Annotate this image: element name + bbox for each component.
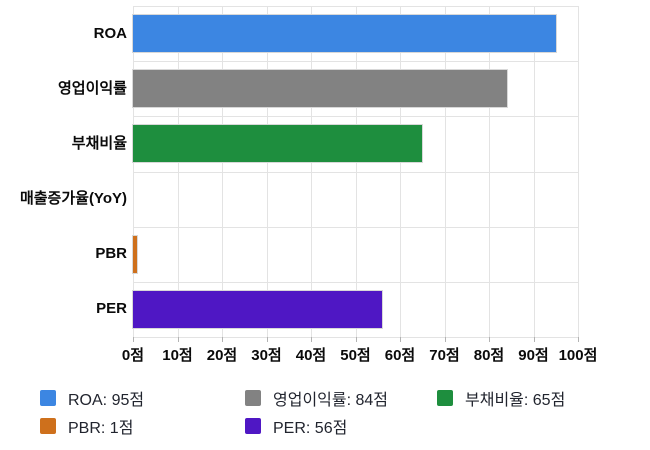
legend-item: ROA: 95점 bbox=[40, 387, 245, 409]
axis-tick bbox=[177, 337, 179, 342]
grid-vline bbox=[177, 6, 179, 337]
grid-hline bbox=[133, 6, 578, 7]
x-tick-label: 30점 bbox=[251, 347, 282, 364]
legend-label: PER: 56점 bbox=[273, 419, 348, 437]
grid-hline bbox=[133, 227, 578, 228]
y-axis-label: 영업이익률 bbox=[57, 80, 127, 97]
legend-swatch bbox=[40, 417, 56, 434]
legend-swatch bbox=[40, 389, 56, 406]
legend-item: 부채비율: 65점 bbox=[437, 387, 566, 409]
x-tick-label: 80점 bbox=[473, 347, 505, 364]
bar-5 bbox=[133, 236, 137, 273]
legend-label: 영업이익률: 84점 bbox=[273, 391, 389, 409]
axis-tick bbox=[578, 337, 579, 342]
x-tick-label: 50점 bbox=[340, 347, 371, 364]
y-axis-label: 부채비율 bbox=[71, 135, 127, 152]
legend-swatch bbox=[245, 417, 261, 434]
grid-hline bbox=[133, 61, 578, 62]
legend-label: 부채비율: 65점 bbox=[465, 391, 566, 409]
grid-hline bbox=[133, 116, 578, 117]
x-tick-label: 60점 bbox=[384, 347, 416, 364]
grid-hline bbox=[133, 172, 578, 173]
axis-tick bbox=[266, 337, 268, 342]
legend-item: 영업이익률: 84점 bbox=[245, 387, 437, 409]
bar-1 bbox=[133, 15, 556, 52]
grid-vline bbox=[578, 6, 579, 337]
axis-tick bbox=[444, 337, 446, 342]
bar-2 bbox=[133, 70, 507, 107]
x-tick-label: 20점 bbox=[206, 347, 238, 364]
grid-vline bbox=[489, 6, 490, 337]
legend-label: ROA: 95점 bbox=[68, 391, 145, 409]
y-axis-label: PER bbox=[96, 300, 127, 317]
grid-vline bbox=[266, 6, 268, 337]
axis-tick bbox=[355, 337, 357, 342]
bar-3 bbox=[133, 125, 422, 162]
grid-vline bbox=[533, 6, 535, 337]
legend-swatch bbox=[437, 389, 453, 406]
x-tick-label: 10점 bbox=[162, 347, 193, 364]
axis-tick bbox=[400, 337, 401, 342]
legend-item: PBR: 1점 bbox=[40, 415, 245, 437]
axis-tick bbox=[489, 337, 490, 342]
grid-vline bbox=[400, 6, 401, 337]
legend: ROA: 95점 영업이익률: 84점 부채비율: 65점 PBR: 1점 PER: 5… bbox=[40, 387, 566, 437]
x-tick-label: 70점 bbox=[429, 347, 460, 364]
x-tick-label: 0점 bbox=[121, 347, 145, 364]
grid-vline bbox=[133, 6, 134, 337]
bar-6 bbox=[133, 291, 382, 328]
axis-tick bbox=[222, 337, 223, 342]
y-axis-label: 매출증가율(YoY) bbox=[19, 190, 127, 207]
axis-tick bbox=[533, 337, 535, 342]
plot-area bbox=[133, 6, 579, 338]
grid-vline bbox=[355, 6, 357, 337]
y-axis-label: ROA bbox=[93, 25, 127, 42]
grid-vline bbox=[444, 6, 446, 337]
legend-label: PBR: 1점 bbox=[68, 419, 134, 437]
y-axis-label: PBR bbox=[95, 245, 127, 262]
x-tick-label: 90점 bbox=[518, 347, 549, 364]
grid-hline bbox=[133, 282, 578, 283]
axis-tick bbox=[311, 337, 312, 342]
axis-tick bbox=[133, 337, 134, 342]
x-tick-label: 40점 bbox=[295, 347, 327, 364]
grid-vline bbox=[311, 6, 312, 337]
legend-item: PER: 56점 bbox=[245, 415, 437, 437]
legend-swatch bbox=[245, 389, 261, 406]
grid-vline bbox=[222, 6, 223, 337]
x-tick-label: 100점 bbox=[558, 347, 598, 364]
